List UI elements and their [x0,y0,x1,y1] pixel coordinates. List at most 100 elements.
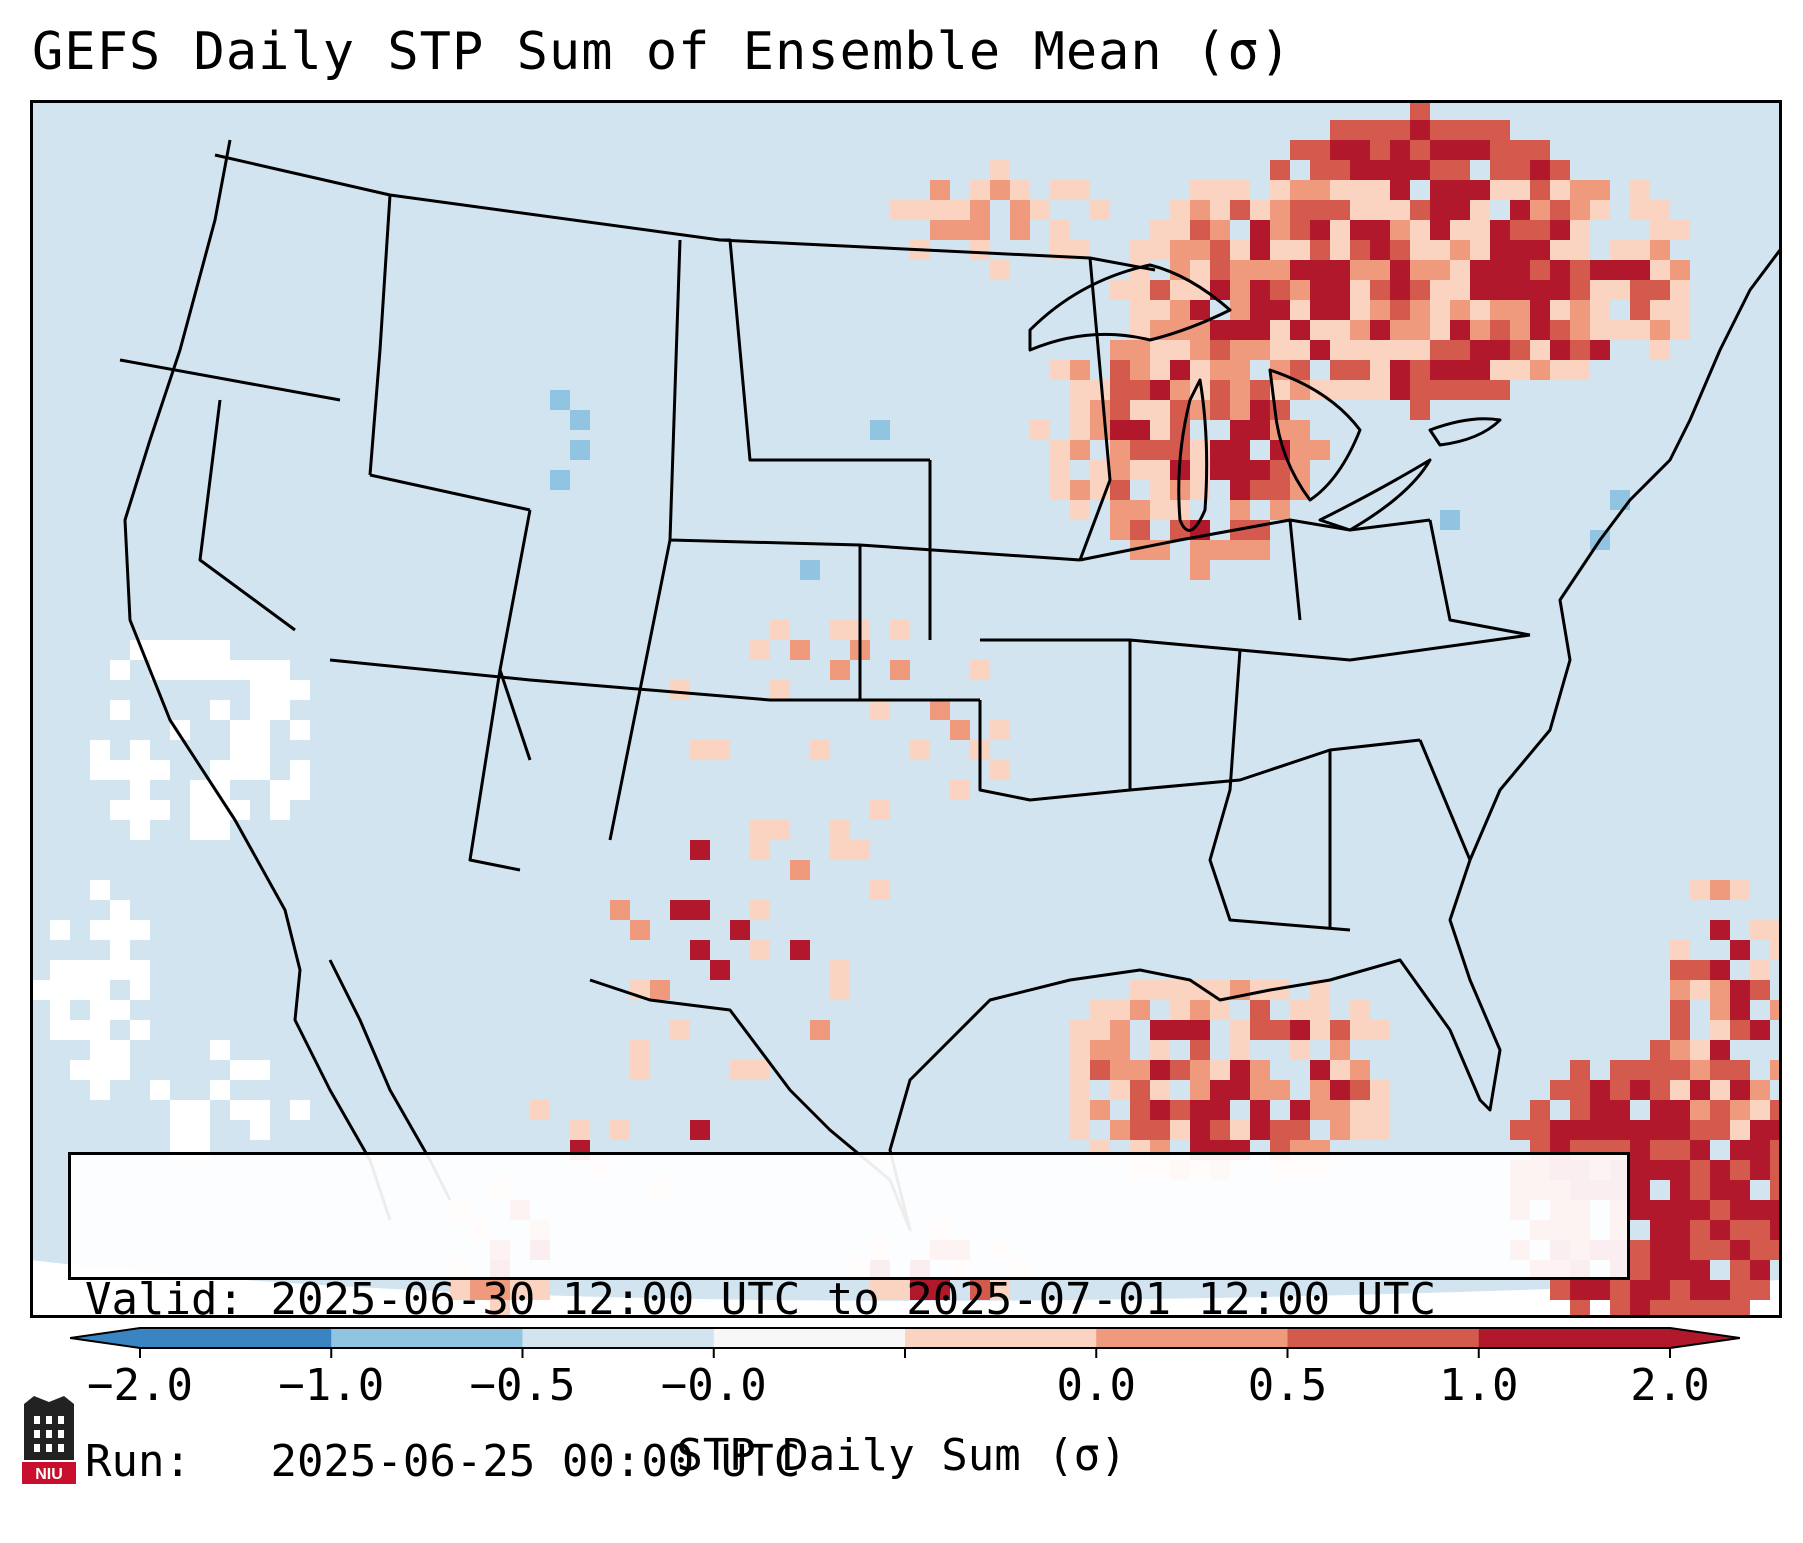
field-cell [1190,1000,1210,1020]
field-cell [1350,1120,1370,1140]
field-cell [1530,200,1550,220]
field-cell [1490,280,1510,300]
field-cell [1330,320,1350,340]
field-cell [1750,1220,1770,1240]
field-cell [1110,480,1130,500]
field-cell [1290,360,1310,380]
field-cell [1370,300,1390,320]
field-cell [1370,120,1390,140]
field-cell [210,700,230,720]
colorbar-segment [1096,1328,1288,1348]
field-cell [1730,1020,1750,1040]
field-cell [810,740,830,760]
field-cell [1250,240,1270,260]
field-cell [810,1020,830,1040]
field-cell [1670,220,1690,240]
field-cell [1210,1100,1230,1120]
field-cell [1470,360,1490,380]
field-cell [1110,1120,1130,1140]
field-cell [1190,1020,1210,1040]
field-cell [1610,260,1630,280]
field-cell [1550,320,1570,340]
field-cell [1650,340,1670,360]
field-cell [470,1280,490,1300]
field-cell [1470,340,1490,360]
field-cell [1430,380,1450,400]
field-cell [1450,280,1470,300]
field-cell [1210,400,1230,420]
field-cell [1490,360,1510,380]
field-cell [1110,1040,1130,1060]
field-cell [1230,300,1250,320]
field-cell [1290,320,1310,340]
field-cell [1010,200,1030,220]
field-cell [1330,220,1350,240]
field-cell [1470,280,1490,300]
field-cell [1290,1120,1310,1140]
field-cell [290,1100,310,1120]
field-cell [110,960,130,980]
field-cell [1270,200,1290,220]
field-cell [1430,180,1450,200]
field-cell [1510,340,1530,360]
field-cell [1250,1100,1270,1120]
field-cell [1530,1100,1550,1120]
field-cell [1710,1000,1730,1020]
field-cell [1730,940,1750,960]
field-cell [1590,1080,1610,1100]
field-cell [1170,420,1190,440]
field-cell [1310,260,1330,280]
field-cell [1230,360,1250,380]
field-cell [1750,920,1770,940]
field-cell [1330,300,1350,320]
field-cell [1650,1140,1670,1160]
field-cell [110,940,130,960]
field-cell [1390,200,1410,220]
field-cell [1310,440,1330,460]
field-cell [1110,400,1130,420]
field-cell [990,160,1010,180]
field-cell [1230,1060,1250,1080]
field-cell [1350,220,1370,240]
field-cell [1670,960,1690,980]
field-cell [1210,180,1230,200]
field-cell [1350,160,1370,180]
field-cell [1190,260,1210,280]
field-cell [270,780,290,800]
field-cell [1270,340,1290,360]
atlantic-coast [1468,249,1782,861]
field-cell [1610,1060,1630,1080]
field-cell [990,760,1010,780]
field-cell [1690,1120,1710,1140]
field-cell [70,1020,90,1040]
field-cell [290,680,310,700]
field-cell [1150,360,1170,380]
field-cell [1670,1060,1690,1080]
field-cell [830,960,850,980]
field-cell [1730,1000,1750,1020]
field-cell [1630,200,1650,220]
field-cell [1150,380,1170,400]
field-cell [1650,280,1670,300]
field-cell [1150,420,1170,440]
field-cell [1250,420,1270,440]
field-cell [1210,240,1230,260]
field-cell [950,780,970,800]
colorbar-segment [905,1328,1097,1348]
field-cell [1670,300,1690,320]
map-frame [30,100,1782,1318]
field-cell [1670,320,1690,340]
field-cell [1690,1300,1710,1318]
field-cell [510,1280,530,1300]
field-cell [1170,300,1190,320]
field-cell [1690,1060,1710,1080]
field-cell [870,700,890,720]
field-cell [1450,120,1470,140]
field-cell [1310,300,1330,320]
field-cell [1530,340,1550,360]
field-cell [110,700,130,720]
field-cell [1590,180,1610,200]
field-cell [1730,1260,1750,1280]
field-cell [1190,220,1210,240]
field-cell [1550,240,1570,260]
